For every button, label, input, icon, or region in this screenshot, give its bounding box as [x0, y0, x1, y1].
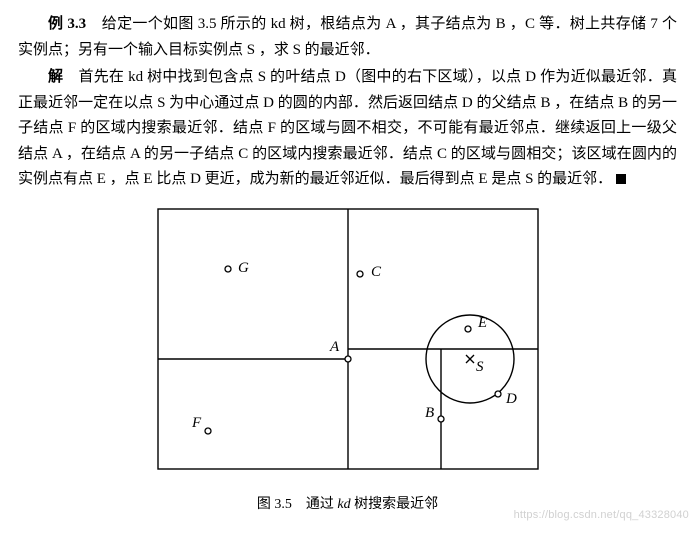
point-D [495, 391, 501, 397]
caption-kd: kd [337, 497, 350, 512]
paragraph-solution: 解 首先在 kd 树中找到包含点 S 的叶结点 D（图中的右下区域），以点 D … [18, 65, 677, 193]
point-G [225, 266, 231, 272]
point-A [345, 356, 351, 362]
caption-prefix: 图 3.5 通过 [257, 497, 338, 512]
label-C: C [371, 264, 382, 280]
solution-text: 首先在 kd 树中找到包含点 S 的叶结点 D（图中的右下区域），以点 D 作为… [18, 69, 677, 187]
label-G: G [238, 260, 249, 276]
label-S: S [476, 359, 484, 375]
example-label: 例 3.3 [48, 16, 86, 32]
solution-label: 解 [48, 69, 63, 85]
qed-square [616, 174, 626, 184]
label-E: E [477, 315, 487, 331]
point-C [357, 271, 363, 277]
point-E [465, 326, 471, 332]
point-B [438, 416, 444, 422]
label-F: F [191, 415, 202, 431]
point-F [205, 428, 211, 434]
label-D: D [505, 391, 517, 407]
figure-kd-tree-search: G C A E S D B F 图 3.5 通过 kd 树搜索最近邻 [18, 199, 677, 513]
label-A: A [329, 339, 340, 355]
csdn-watermark: https://blog.csdn.net/qq_43328040 [514, 509, 689, 521]
paragraph-problem: 例 3.3 给定一个如图 3.5 所示的 kd 树，根结点为 A ，其子结点为 … [18, 12, 677, 63]
caption-suffix: 树搜索最近邻 [351, 497, 439, 512]
problem-text: 给定一个如图 3.5 所示的 kd 树，根结点为 A ，其子结点为 B ，C 等… [18, 16, 677, 58]
figure-svg: G C A E S D B F [98, 199, 598, 489]
label-B: B [425, 405, 434, 421]
